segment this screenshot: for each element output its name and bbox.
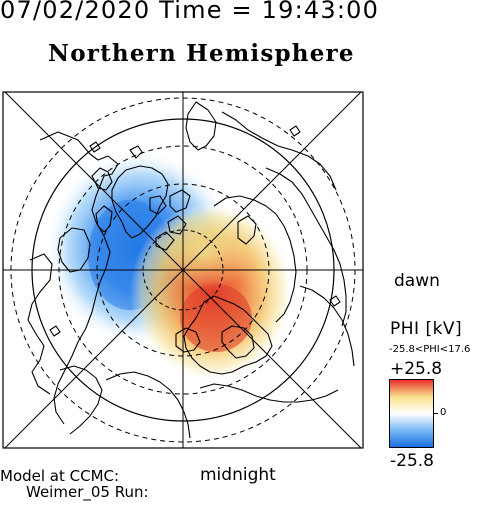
datetime-title: 07/02/2020 Time = 19:43:00 xyxy=(0,0,380,24)
mediterranean-coast xyxy=(199,383,339,403)
small-islands xyxy=(49,125,341,337)
midnight-label: midnight xyxy=(200,465,276,485)
novaya-zemlya xyxy=(237,215,257,245)
greenland-coast xyxy=(111,165,169,239)
dawn-potential-glow xyxy=(155,210,255,290)
north-america-coast xyxy=(39,131,119,425)
hemisphere-title: Northern Hemisphere xyxy=(48,40,355,67)
asia-interior-coast xyxy=(299,285,355,367)
west-africa-coast xyxy=(59,365,103,435)
europe-south-coast xyxy=(105,371,191,439)
canadian-archipelago xyxy=(91,167,191,251)
baffin-coast xyxy=(95,205,113,233)
colorbar-zero-tick xyxy=(434,413,438,414)
footer-run-label: Weimer_05 Run: xyxy=(26,483,149,501)
north-asia-coast xyxy=(265,167,347,327)
colorbar-zero-label: 0 xyxy=(440,407,447,418)
colorbar-min-label: -25.8 xyxy=(390,451,434,471)
colorbar-title: PHI [kV] xyxy=(390,319,463,339)
colorbar-range: -25.8<PHI<17.6 xyxy=(389,344,471,355)
iceland-coast xyxy=(175,327,201,353)
europe-coast xyxy=(183,295,273,375)
meridian-diagonal-b xyxy=(4,92,362,448)
meridian-diagonal-a xyxy=(4,92,362,448)
siberia-coast xyxy=(213,195,297,323)
dawn-label: dawn xyxy=(394,271,440,291)
colorbar xyxy=(389,379,434,448)
dawn-potential-core xyxy=(180,284,252,352)
scandinavia-coast xyxy=(221,325,255,359)
hudson-bay xyxy=(57,227,91,273)
colorbar-max-label: +25.8 xyxy=(390,359,443,379)
coastlines xyxy=(27,101,355,439)
east-siberia-coast xyxy=(221,111,337,191)
alaska-coast xyxy=(185,101,217,151)
east-canada-coast xyxy=(27,253,53,395)
footer-model-label: Model at CCMC: xyxy=(0,467,120,485)
